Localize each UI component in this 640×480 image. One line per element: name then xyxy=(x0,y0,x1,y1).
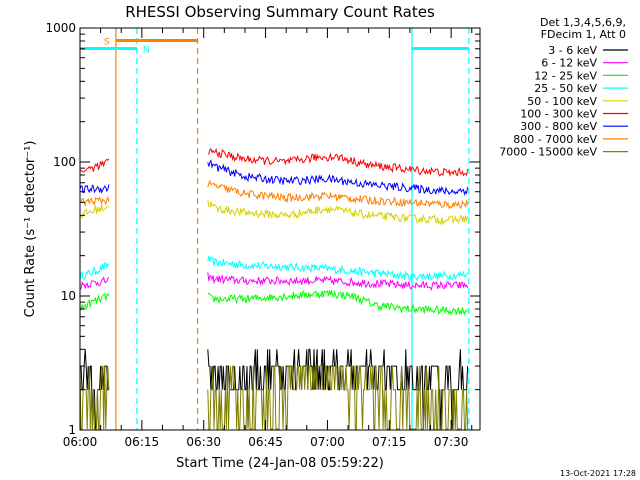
series-line-25_50keV-seg1 xyxy=(207,256,469,282)
series-line-12_25keV-seg0 xyxy=(79,292,110,311)
x-tick-label-1: 06:15 xyxy=(125,435,160,449)
series-line-300_800keV-seg1 xyxy=(207,159,469,196)
series-line-7000_15000keV-seg1 xyxy=(207,365,469,430)
y-axis-label: Count Rate (s⁻¹ detector⁻¹) xyxy=(23,141,38,318)
series-line-100_300keV-seg0 xyxy=(79,158,110,173)
plot-frame xyxy=(79,27,481,431)
series-line-300_800keV-seg0 xyxy=(79,184,110,194)
legend-label-4: 50 - 100 keV xyxy=(527,95,597,108)
x-tick-label-2: 06:30 xyxy=(186,435,221,449)
series-line-800_7000keV-seg1 xyxy=(207,179,469,210)
y-tick-label-1: 10 xyxy=(61,289,76,303)
series-line-6_12keV-seg0 xyxy=(80,276,110,290)
x-tick-label-4: 07:00 xyxy=(310,435,345,449)
axis-ticks: 06:00 06:15 06:30 06:45 07:00 07:15 07:30 1 10 10… xyxy=(45,21,480,449)
chart-title: RHESSI Observing Summary Count Rates xyxy=(125,3,435,21)
series-line-100_300keV-seg1 xyxy=(207,147,469,178)
legend-label-7: 800 - 7000 keV xyxy=(513,133,597,146)
legend-label-2: 12 - 25 keV xyxy=(534,69,597,82)
y-tick-label-0: 1 xyxy=(68,423,76,437)
legend-header-1: FDecim 1, Att 0 xyxy=(541,28,626,41)
y-tick-label-2: 100 xyxy=(53,155,76,169)
series-line-800_7000keV-seg0 xyxy=(79,195,110,208)
x-tick-label-0: 06:00 xyxy=(63,435,98,449)
legend-header-0: Det 1,3,4,5,6,9, xyxy=(540,16,626,29)
series-line-50_100keV-seg1 xyxy=(207,200,469,226)
legend-label-3: 25 - 50 keV xyxy=(534,82,597,95)
series-line-50_100keV-seg0 xyxy=(79,204,109,219)
legend-label-1: 6 - 12 keV xyxy=(541,57,597,70)
y-tick-label-3: 1000 xyxy=(45,21,76,35)
series-line-6_12keV-seg1 xyxy=(207,272,469,292)
legend-label-6: 300 - 800 keV xyxy=(520,120,597,133)
flag-label-N: N xyxy=(143,46,150,56)
series-line-12_25keV-seg1 xyxy=(207,289,469,316)
series-line-25_50keV-seg0 xyxy=(79,261,110,280)
legend-label-5: 100 - 300 keV xyxy=(520,108,597,121)
x-axis-label: Start Time (24-Jan-08 05:59:22) xyxy=(176,456,384,471)
flag-label-S: S xyxy=(104,38,110,48)
x-tick-label-5: 07:15 xyxy=(372,435,407,449)
legend-label-8: 7000 - 15000 keV xyxy=(499,146,597,159)
legend: Det 1,3,4,5,6,9,FDecim 1, Att 0 3 - 6 keV… xyxy=(499,16,628,159)
legend-label-0: 3 - 6 keV xyxy=(548,44,597,57)
plot-area: SN xyxy=(79,28,470,430)
x-tick-label-6: 07:30 xyxy=(434,435,469,449)
x-tick-label-3: 06:45 xyxy=(248,435,283,449)
footer-timestamp: 13-Oct-2021 17:28 xyxy=(560,469,636,478)
